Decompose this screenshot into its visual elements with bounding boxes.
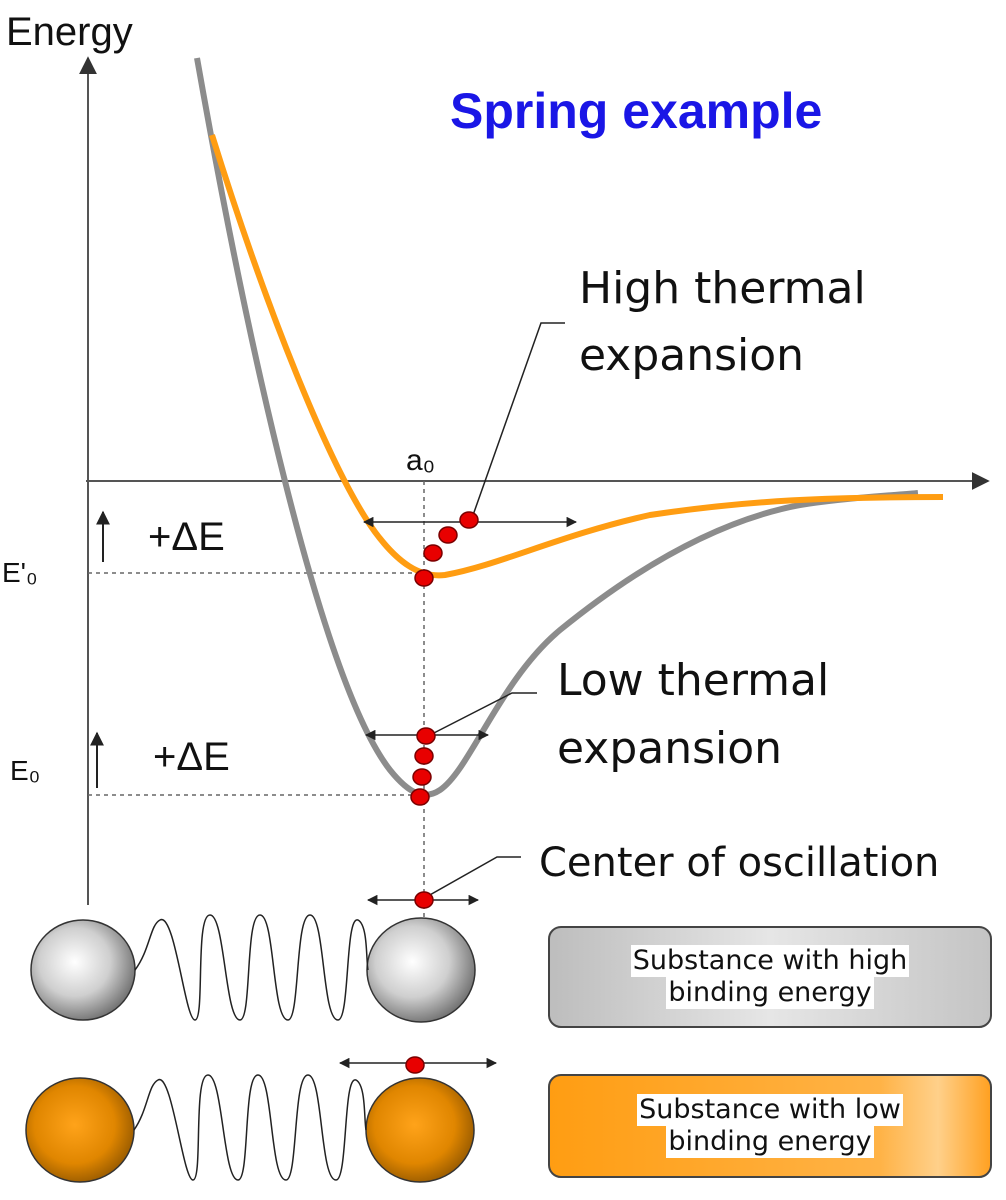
- grey-atom-left: [30, 919, 136, 1021]
- y-axis-label: Energy: [6, 10, 133, 54]
- low-binding-box-line2: binding energy: [666, 1126, 874, 1158]
- high-binding-box-line2: binding energy: [666, 977, 874, 1009]
- e0-prime-label: E'₀: [2, 557, 38, 588]
- orange-atom-left: [25, 1077, 135, 1183]
- high-expansion-leader: [471, 322, 565, 519]
- grey-spring: [134, 914, 369, 1021]
- center-dot: [414, 891, 434, 909]
- e0-label: E₀: [10, 755, 40, 786]
- low-expansion-leader: [429, 692, 537, 736]
- orange-spring: [133, 1074, 367, 1181]
- low-binding-energy-curve: [209, 134, 944, 579]
- center-leader: [427, 856, 521, 897]
- dot: [438, 526, 458, 544]
- diagram-title: Spring example: [450, 83, 822, 139]
- low-expansion-label-line2: expansion: [557, 723, 782, 774]
- a0-label: a₀: [406, 444, 435, 477]
- center-of-oscillation-label: Center of oscillation: [539, 840, 939, 886]
- low-binding-box-label: Substance with low binding energy: [549, 1075, 991, 1177]
- high-expansion-dots: [414, 511, 479, 587]
- high-binding-box-line1: Substance with high: [630, 945, 910, 977]
- orange-atom-right: [365, 1077, 475, 1183]
- dot: [414, 569, 434, 587]
- dot: [423, 544, 443, 562]
- dot: [459, 511, 479, 529]
- dot: [414, 747, 434, 765]
- delta-e-upper-label: +ΔE: [148, 515, 225, 559]
- dot: [416, 727, 436, 745]
- low-binding-box-line1: Substance with low: [637, 1094, 903, 1126]
- low-expansion-label-line1: Low thermal: [557, 655, 829, 706]
- delta-e-lower-label: +ΔE: [153, 735, 230, 779]
- grey-atom-right: [366, 917, 476, 1023]
- orange-atom-dot: [405, 1056, 425, 1074]
- dot: [412, 768, 432, 786]
- high-binding-energy-curve: [194, 57, 919, 798]
- high-binding-box-label: Substance with high binding energy: [549, 927, 991, 1027]
- low-expansion-dots: [410, 727, 436, 806]
- high-expansion-label-line1: High thermal: [579, 263, 866, 314]
- dot: [410, 788, 430, 806]
- high-expansion-label-line2: expansion: [579, 330, 804, 381]
